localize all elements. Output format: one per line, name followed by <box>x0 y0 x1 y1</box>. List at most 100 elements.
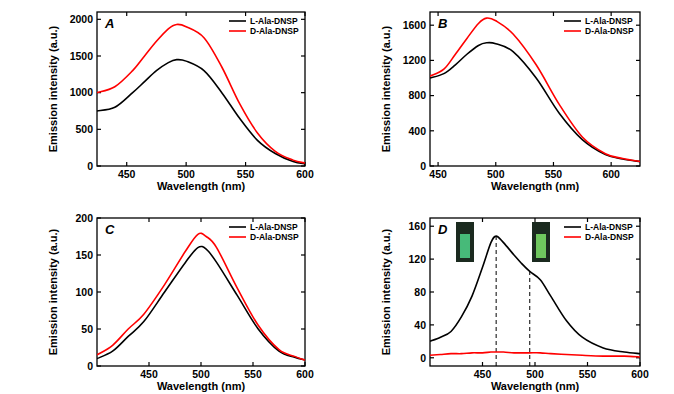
y-axis-label: Emission intensity (a.u.) <box>380 25 392 152</box>
y-tick-right <box>301 129 305 130</box>
y-tick <box>430 95 434 96</box>
panel-label: D <box>438 222 448 237</box>
y-tick-right <box>301 291 305 292</box>
y-tick-label: 120 <box>408 253 426 265</box>
y-tick <box>97 365 101 366</box>
x-tick-top <box>186 12 187 16</box>
y-tick-label: 1600 <box>403 19 427 31</box>
panel: 45050055060004080120160Wavelength (nm)Em… <box>380 218 649 392</box>
x-tick <box>437 162 438 166</box>
y-tick <box>97 19 101 20</box>
panel: 450500550600040080012001600Wavelength (n… <box>380 12 640 192</box>
y-tick <box>430 60 434 61</box>
y-tick-right <box>636 259 640 260</box>
x-tick-label: 550 <box>579 368 597 380</box>
y-tick-right <box>301 254 305 255</box>
y-tick-label: 200 <box>75 212 93 224</box>
x-tick-label: 450 <box>118 168 136 180</box>
plot-frame <box>430 12 640 166</box>
y-tick-label: 0 <box>87 360 93 372</box>
panel: 4505005506000500100015002000Wavelength (… <box>47 12 314 192</box>
series-line <box>430 43 640 162</box>
plot-frame <box>97 218 305 366</box>
y-tick <box>97 328 101 329</box>
y-tick-right <box>636 25 640 26</box>
y-tick-right <box>636 324 640 325</box>
inset-photo <box>532 222 550 262</box>
x-tick <box>611 162 612 166</box>
y-tick-right <box>636 95 640 96</box>
figure: 4505005506000500100015002000Wavelength (… <box>0 0 674 394</box>
legend-label: D-Ala-DNSP <box>585 26 634 36</box>
x-tick <box>482 362 483 366</box>
x-tick <box>534 362 535 366</box>
y-tick-label: 80 <box>414 286 426 298</box>
x-tick-label: 600 <box>631 368 649 380</box>
legend-label: L-Ala-DNSP <box>250 222 298 232</box>
legend-swatch <box>229 20 246 22</box>
background <box>0 0 674 394</box>
y-tick-right <box>636 165 640 166</box>
legend-label: L-Ala-DNSP <box>585 16 633 26</box>
x-tick-top <box>148 218 149 222</box>
y-tick <box>430 324 434 325</box>
y-tick <box>430 226 434 227</box>
legend-swatch <box>229 30 246 32</box>
y-tick-label: 500 <box>75 123 93 135</box>
legend-label: D-Ala-DNSP <box>585 232 634 242</box>
y-tick <box>430 357 434 358</box>
legend-swatch <box>564 226 581 228</box>
inset-glow <box>460 234 470 258</box>
y-axis-label: Emission intensity (a.u.) <box>47 228 59 355</box>
plot-frame <box>430 218 640 366</box>
y-tick-label: 0 <box>87 160 93 172</box>
x-tick <box>245 162 246 166</box>
y-tick <box>430 130 434 131</box>
x-axis-label: Wavelength (nm) <box>157 180 246 192</box>
x-tick-top <box>534 218 535 222</box>
x-axis-label: Wavelength (nm) <box>491 180 580 192</box>
x-tick-label: 600 <box>296 368 314 380</box>
reference-line <box>529 271 530 366</box>
legend-swatch <box>229 226 246 228</box>
y-tick-label: 100 <box>75 286 93 298</box>
panel-label: A <box>104 16 114 31</box>
x-tick <box>639 362 640 366</box>
y-tick <box>97 165 101 166</box>
y-tick <box>97 55 101 56</box>
y-tick-right <box>301 217 305 218</box>
y-tick-right <box>636 130 640 131</box>
y-tick <box>97 129 101 130</box>
y-tick-label: 50 <box>81 323 93 335</box>
series-line <box>97 233 305 360</box>
y-tick-right <box>301 19 305 20</box>
x-tick-label: 500 <box>177 168 195 180</box>
series-line <box>430 236 640 354</box>
x-tick-top <box>482 218 483 222</box>
x-tick-label: 600 <box>296 168 314 180</box>
y-tick <box>97 254 101 255</box>
y-tick <box>97 291 101 292</box>
plot-data <box>430 236 640 366</box>
y-tick-right <box>636 60 640 61</box>
series-line <box>97 246 305 360</box>
plot-data <box>430 18 640 162</box>
x-tick-top <box>304 12 305 16</box>
y-tick-label: 0 <box>420 160 426 172</box>
legend-swatch <box>229 236 246 238</box>
y-tick-label: 800 <box>408 89 426 101</box>
y-tick-right <box>301 92 305 93</box>
x-tick <box>553 162 554 166</box>
y-tick-label: 40 <box>414 319 426 331</box>
y-tick-right <box>301 55 305 56</box>
x-tick-top <box>200 218 201 222</box>
x-tick-top <box>304 218 305 222</box>
legend-label: L-Ala-DNSP <box>250 16 298 26</box>
legend-label: L-Ala-DNSP <box>585 222 633 232</box>
x-tick <box>148 362 149 366</box>
inset-photo <box>456 222 474 262</box>
y-tick-label: 1200 <box>403 54 427 66</box>
plot-data <box>97 24 305 163</box>
legend-swatch <box>564 20 581 22</box>
y-tick-right <box>301 328 305 329</box>
